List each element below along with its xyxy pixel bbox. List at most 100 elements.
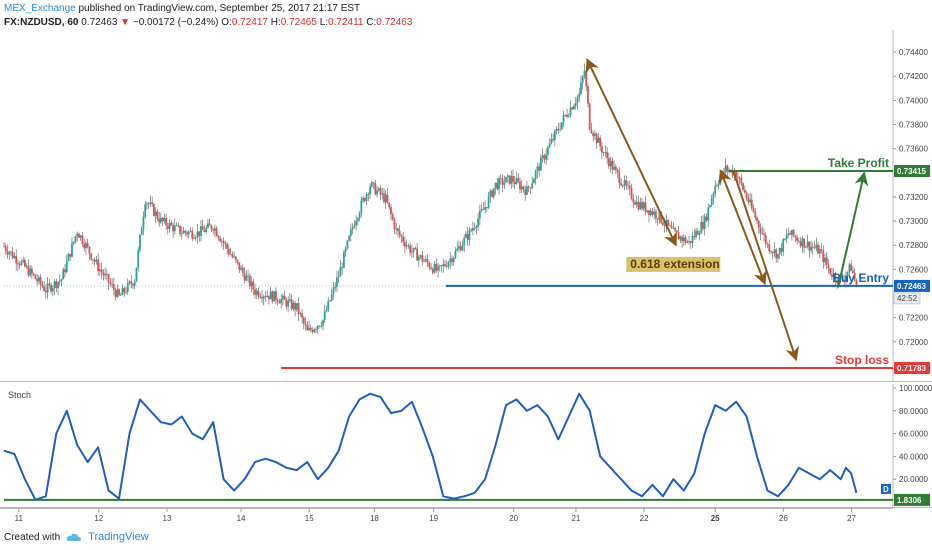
candle-body (330, 293, 333, 301)
candle-body (191, 230, 194, 239)
candle-body (804, 246, 807, 248)
stoch-y-tick-label: 40.0000 (899, 452, 928, 461)
candle-body (250, 281, 253, 287)
candle-body (677, 232, 680, 240)
candle-body (845, 275, 847, 281)
stoch-chart[interactable]: Stoch 100.0000 80.0000 60.0000 40.0000 20.000… (0, 384, 932, 508)
candle-body (587, 86, 589, 104)
candle-body (173, 225, 176, 232)
candle-body (674, 228, 677, 231)
candle-body (86, 243, 89, 247)
publisher-name[interactable]: MEX_Exchange (4, 3, 76, 14)
candle-body (609, 160, 612, 167)
candle-body (315, 329, 317, 330)
symbol-label[interactable]: FX:NZDUSD, 60 (4, 17, 79, 28)
candle-body (144, 204, 147, 217)
candle-body (294, 302, 297, 310)
candle-body (205, 227, 208, 233)
projection-arrow-1 (586, 58, 677, 247)
candle-body (105, 273, 108, 275)
candle-body (60, 279, 63, 281)
candle-body (644, 202, 647, 212)
candle-body (273, 291, 276, 302)
candle-body (247, 275, 249, 277)
candle-body (257, 290, 260, 297)
candle-body (824, 257, 826, 263)
candle-body (36, 278, 39, 282)
candle-body (252, 281, 255, 290)
price-chart[interactable]: 0.74400 0.74200 0.74000 0.73800 0.73600 0.732… (0, 30, 932, 382)
candle-body (472, 228, 474, 231)
y-tick-label: 0.72000 (899, 338, 928, 347)
candle-body (843, 280, 846, 281)
candle-body (194, 237, 197, 239)
candle-body (580, 82, 582, 94)
candle-body (402, 236, 405, 243)
candle-body (777, 253, 779, 259)
candle-body (745, 192, 748, 199)
candle-body (104, 273, 107, 276)
x-tick-label: 26 (779, 514, 788, 523)
x-tick-label: 11 (15, 514, 24, 523)
candle-body (599, 137, 602, 147)
candle-body (262, 296, 265, 299)
candle-body (458, 246, 460, 249)
candle-body (159, 217, 162, 223)
price-change: −0.00172 (−0.24%) (132, 17, 219, 28)
candle-body (409, 245, 412, 253)
candle-body (515, 178, 518, 185)
candle-body (668, 225, 671, 226)
tradingview-brand[interactable]: TradingView (88, 531, 149, 543)
candle-body (766, 243, 769, 245)
candle-body (390, 207, 392, 215)
candle-body (576, 96, 579, 104)
candle-body (214, 228, 216, 231)
candle-body (336, 277, 338, 287)
candle-body (552, 138, 554, 140)
stop-loss-label: Stop loss (835, 353, 889, 367)
candle-body (351, 227, 354, 230)
candle-body (785, 234, 788, 239)
candle-body (799, 241, 802, 247)
candle-body (377, 188, 380, 191)
candle-body (459, 246, 462, 251)
candle-body (555, 129, 558, 131)
low-value: 0.72411 (328, 17, 364, 28)
x-tick-label: 12 (94, 514, 103, 523)
candle-body (543, 155, 546, 160)
candle-body (693, 235, 696, 238)
stoch-value-tag: 1.8306 (897, 496, 922, 505)
candle-body (606, 152, 609, 159)
candle-body (747, 198, 750, 203)
candle-body (463, 237, 466, 246)
candle-body (278, 302, 281, 304)
candle-body (388, 202, 391, 208)
candle-body (114, 290, 117, 297)
candle-body (850, 264, 853, 271)
candle-body (43, 286, 45, 291)
candle-body (62, 269, 65, 280)
candle-body (585, 70, 588, 87)
candle-body (97, 259, 100, 272)
candle-body (754, 211, 757, 218)
candle-body (329, 300, 331, 302)
candle-body (184, 230, 187, 233)
candle-body (834, 273, 837, 281)
candle-body (57, 282, 59, 289)
candle-body (773, 249, 776, 254)
candle-body (454, 250, 457, 258)
stoch-y-tick-label: 20.0000 (899, 475, 928, 484)
stoch-y-tick-label: 60.0000 (899, 430, 928, 439)
candle-body (723, 171, 725, 173)
candle-body (248, 275, 251, 287)
candle-body (325, 310, 328, 312)
candle-body (583, 70, 586, 77)
candle-body (810, 246, 812, 251)
candle-body (322, 319, 324, 326)
candle-body (724, 165, 727, 173)
candle-body (41, 284, 44, 287)
candle-body (51, 288, 54, 292)
candle-body (224, 243, 227, 245)
candle-body (102, 272, 105, 276)
candle-body (346, 240, 349, 249)
